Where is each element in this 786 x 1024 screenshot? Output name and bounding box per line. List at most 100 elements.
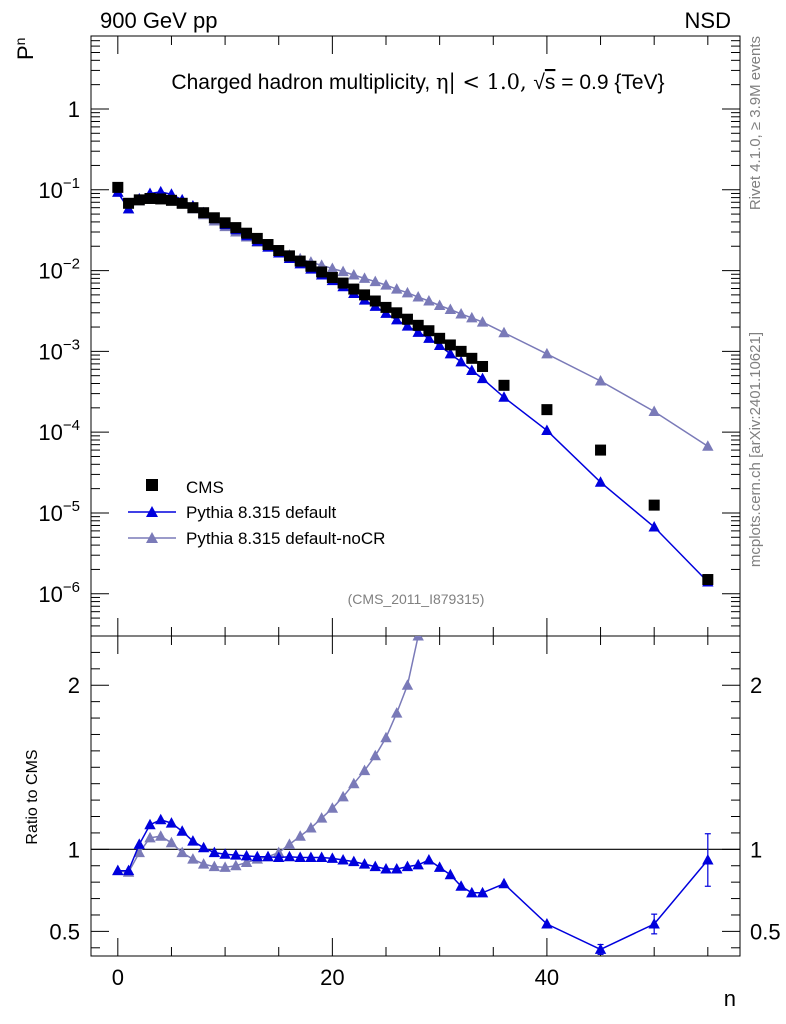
- data-point-cms: [219, 217, 231, 229]
- data-point-cms: [144, 192, 156, 204]
- x-tick-label: 40: [535, 965, 559, 990]
- data-point-cms: [444, 339, 456, 351]
- data-point-cms: [541, 404, 553, 416]
- data-point-cms: [391, 307, 403, 319]
- data-point-default: [476, 372, 489, 384]
- ratio-series-group: [112, 636, 714, 955]
- ratio-point-nocr: [348, 777, 360, 789]
- ratio-point-default: [165, 817, 178, 828]
- main-y-tick-labels: 1 10−1 10−2 10−3 10−4 10−5 10−6: [38, 97, 80, 607]
- data-point-cms: [251, 232, 263, 244]
- ratio-point-nocr: [326, 802, 339, 813]
- data-point-nocr: [498, 326, 510, 338]
- data-point-cms: [380, 301, 392, 313]
- data-point-default: [498, 391, 510, 402]
- ratio-point-default: [305, 851, 317, 863]
- y-tick-label: 10−3: [38, 336, 80, 364]
- ratio-point-nocr: [133, 846, 145, 858]
- title-root: √: [533, 71, 545, 94]
- ratio-point-nocr: [369, 749, 381, 761]
- data-point-nocr: [412, 291, 424, 302]
- data-point-cms: [434, 332, 446, 344]
- ratio-point-default: [208, 846, 221, 858]
- ratio-point-nocr: [315, 812, 328, 823]
- y-tick-label: 10−6: [38, 579, 80, 607]
- y-tick-label: 10−5: [38, 498, 80, 526]
- ratio-point-default: [380, 863, 392, 874]
- data-point-default: [433, 339, 446, 351]
- title-s: s: [545, 71, 556, 94]
- data-point-cms: [423, 325, 435, 337]
- data-point-cms: [133, 194, 145, 206]
- data-point-cms: [294, 255, 306, 267]
- ratio-point-nocr: [380, 731, 392, 743]
- data-point-nocr: [423, 295, 435, 306]
- data-point-cms: [165, 194, 177, 206]
- ratio-point-default: [391, 863, 403, 874]
- legend-default-label: Pythia 8.315 default: [186, 503, 337, 522]
- data-point-nocr: [380, 279, 392, 290]
- ratio-point-nocr: [391, 707, 403, 718]
- main-y-axis-label-main: P: [13, 45, 38, 60]
- data-point-nocr: [476, 316, 489, 327]
- rivet-info-label: Rivet 4.1.0, ≥ 3.9M events: [747, 36, 764, 210]
- main-series-group: [112, 181, 714, 587]
- ratio-point-nocr: [283, 838, 296, 849]
- ratio-point-nocr: [155, 830, 167, 841]
- main-panel-ticks: [91, 35, 740, 637]
- data-point-nocr: [541, 347, 553, 359]
- data-point-nocr: [648, 405, 660, 417]
- ratio-point-default: [273, 851, 285, 863]
- data-point-nocr: [702, 440, 714, 451]
- data-point-cms: [466, 352, 478, 364]
- ratio-panel-ticks: [91, 636, 740, 956]
- data-point-cms: [123, 197, 135, 209]
- data-point-cms: [155, 193, 167, 205]
- data-point-cms: [412, 319, 424, 331]
- data-point-nocr: [444, 303, 457, 314]
- ratio-point-default: [648, 918, 660, 929]
- data-point-cms: [359, 289, 371, 301]
- main-chart-title: Charged hadron multiplicity, η| < 1.0, √…: [171, 70, 664, 95]
- ratio-point-default: [176, 825, 188, 836]
- data-point-nocr: [466, 311, 478, 323]
- data-point-nocr: [369, 275, 381, 287]
- header-energy-label: 900 GeV pp: [100, 8, 217, 33]
- x-tick-label: 20: [320, 965, 344, 990]
- ratio-point-nocr: [187, 853, 199, 864]
- ratio-point-default: [594, 943, 607, 954]
- ratio-tick-labels: 0 20 40 0.5 0.5 1 1 2 2: [49, 673, 780, 990]
- ratio-point-default: [337, 854, 349, 865]
- ratio-point-nocr: [401, 679, 414, 690]
- y-tick-label: 10−4: [38, 417, 80, 445]
- mcplots-source-label: mcplots.cern.ch [arXiv:2401.10621]: [747, 332, 764, 567]
- title-pre: Charged hadron multiplicity,: [171, 71, 436, 94]
- ratio-point-default: [197, 841, 210, 853]
- data-point-cms: [262, 239, 274, 251]
- ratio-point-nocr: [230, 859, 242, 871]
- data-point-nocr: [401, 286, 414, 298]
- ratio-point-default: [498, 877, 510, 889]
- ratio-point-default: [262, 850, 274, 862]
- ratio-point-nocr: [305, 822, 317, 833]
- legend: CMS Pythia 8.315 default Pythia 8.315 de…: [128, 478, 385, 548]
- ratio-point-nocr: [240, 856, 253, 867]
- title-eta: η| < 1.0,: [436, 70, 533, 95]
- ratio-point-default: [455, 880, 467, 891]
- data-point-nocr: [433, 299, 446, 310]
- ratio-point-default: [412, 858, 424, 870]
- ratio-point-default: [294, 851, 306, 863]
- data-point-cms: [241, 227, 253, 239]
- ratio-y-tick-label-right: 1: [750, 837, 762, 862]
- y-tick-label: 1: [68, 97, 80, 122]
- data-point-cms: [455, 345, 467, 357]
- ratio-point-default: [401, 860, 414, 872]
- data-point-cms: [348, 283, 360, 295]
- ratio-point-default: [112, 864, 124, 876]
- data-point-cms: [595, 444, 607, 456]
- data-point-nocr: [391, 283, 403, 294]
- ratio-y-tick-label: 1: [68, 837, 80, 862]
- ratio-point-default: [476, 886, 489, 898]
- ratio-point-default: [133, 838, 145, 849]
- ratio-point-nocr: [144, 831, 156, 843]
